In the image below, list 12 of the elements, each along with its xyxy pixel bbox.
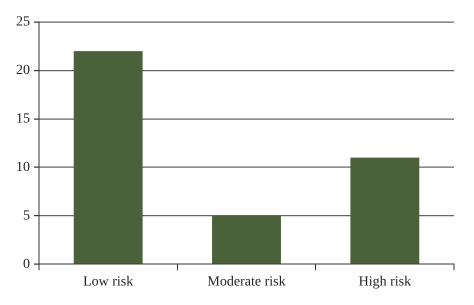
- x-tick-label: Moderate risk: [207, 274, 286, 290]
- y-tick-label: 25: [16, 14, 30, 30]
- bar: [212, 216, 281, 264]
- y-tick-label: 0: [23, 256, 30, 272]
- y-tick-label: 20: [16, 63, 30, 78]
- x-tick-label: Low risk: [83, 274, 134, 290]
- bar: [74, 51, 143, 264]
- y-tick-label: 5: [23, 208, 30, 224]
- bar: [350, 158, 420, 264]
- x-tick-label: High risk: [358, 274, 412, 290]
- y-tick-label: 15: [16, 112, 30, 127]
- y-tick-label: 10: [16, 160, 30, 175]
